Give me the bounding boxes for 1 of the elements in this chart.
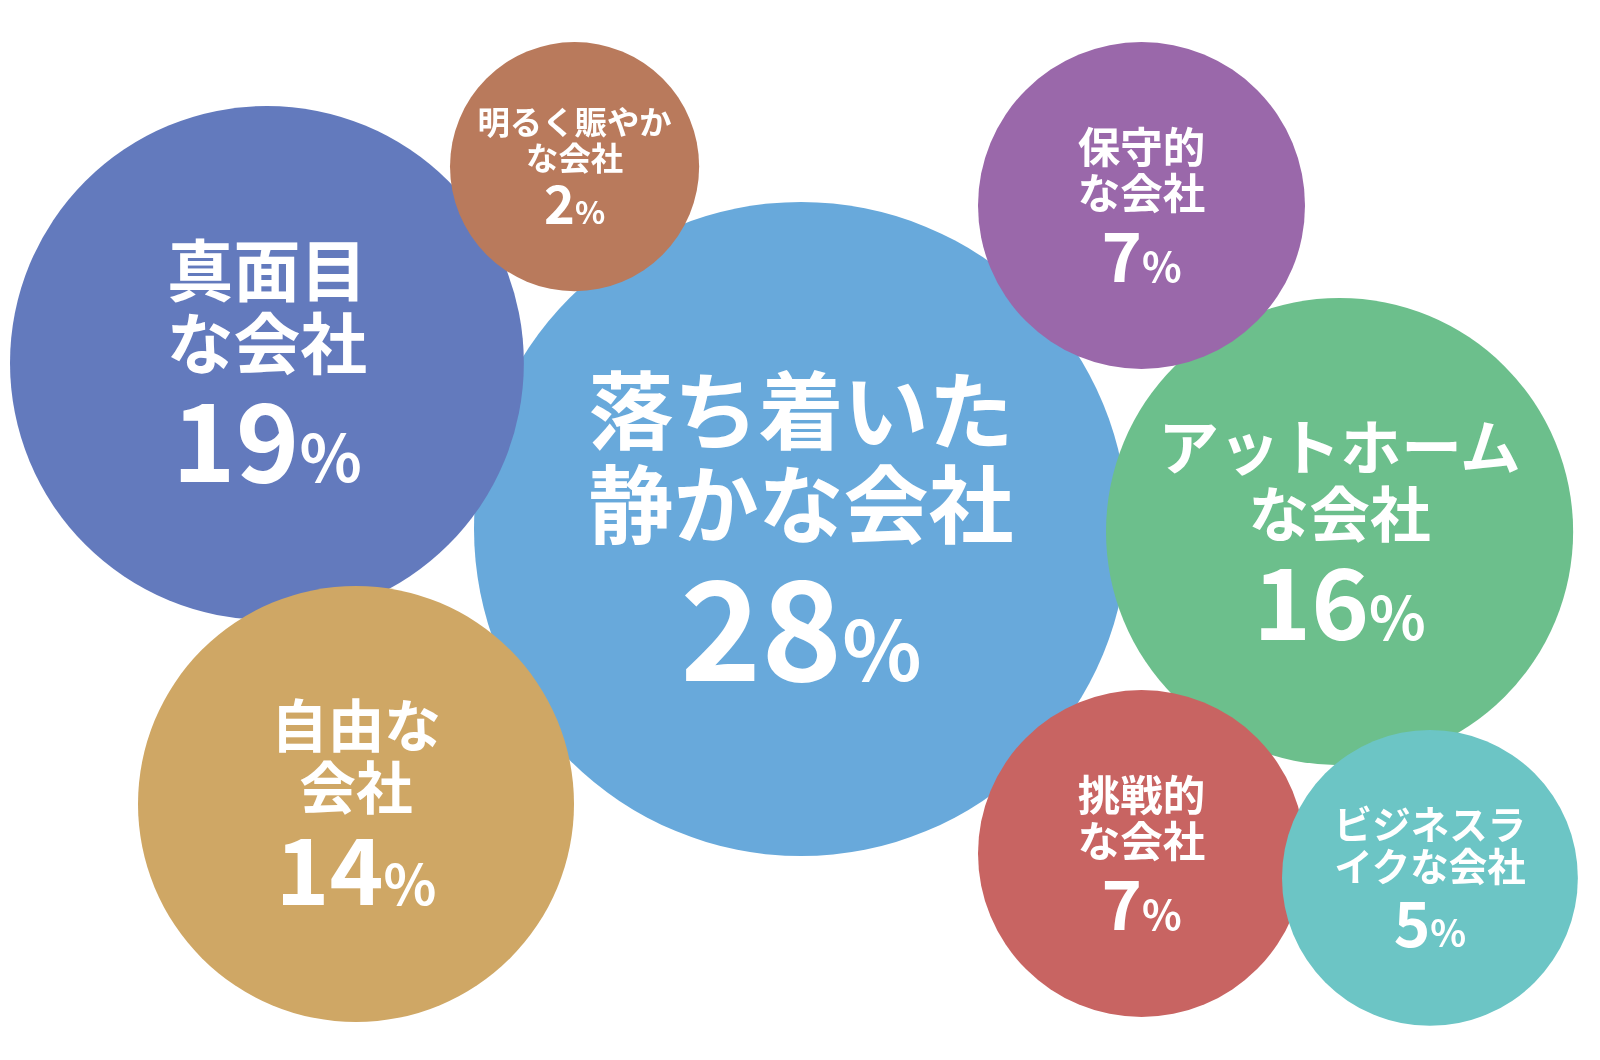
category-label: ビジネスライクな会社 <box>1333 794 1527 893</box>
